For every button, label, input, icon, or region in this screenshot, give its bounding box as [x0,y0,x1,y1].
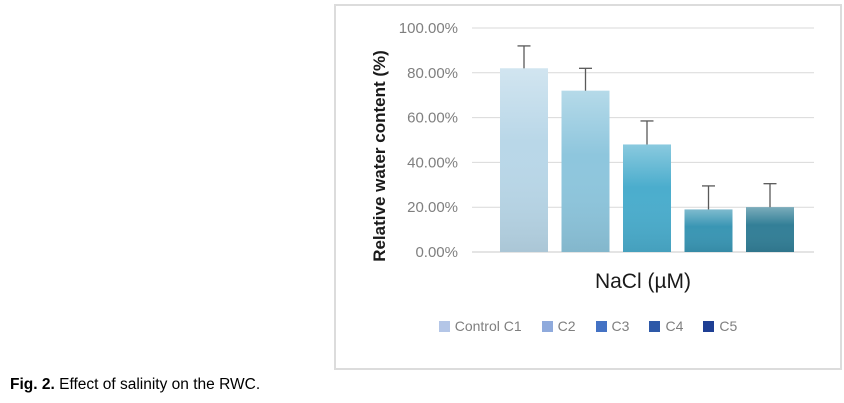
chart-frame: 0.00% 20.00% 40.00% 60.00% 80.00% 100.00% Rel… [334,4,842,370]
x-axis-title: NaCl (µM) [594,270,692,293]
legend-item-control-c1: Control C1 [438,318,522,334]
bar-shade-c3 [623,144,671,252]
bar-shade-control-c1 [500,68,548,252]
y-tick-label: 60.00% [407,110,458,127]
chart-legend: Control C1 C2 C3 C4 C5 [336,318,840,334]
figure-caption: Fig. 2. Effect of salinity on the RWC. [10,376,260,394]
bar-chart: 0.00% 20.00% 40.00% 60.00% 80.00% 100.00% [399,20,814,261]
figure-caption-label: Fig. 2. [10,376,55,393]
legend-label-c4: C4 [665,318,684,334]
bar-shade-c5 [746,207,794,252]
legend-marker-c4 [649,320,661,332]
y-tick-label: 0.00% [415,244,458,261]
legend-label-c5: C5 [719,318,738,334]
bar-shade-c4 [684,209,733,252]
y-axis-title: Relative water content (%) [370,50,389,262]
legend-item-c2: C2 [541,318,576,334]
legend-item-c5: C5 [703,318,737,334]
y-tick-label: 80.00% [407,65,458,82]
legend-marker-c2 [541,320,553,332]
y-tick-label: 40.00% [407,154,458,171]
legend-marker-c3 [595,320,607,332]
legend-label-c2: C2 [557,318,576,334]
legend-label-c3: C3 [611,318,630,334]
bar-shade-c2 [561,90,610,252]
legend-marker-control-c1 [438,320,450,332]
y-tick-label: 20.00% [407,199,458,216]
y-tick-label: 100.00% [399,20,458,37]
legend-item-c4: C4 [649,318,683,334]
legend-label-control-c1: Control C1 [454,318,522,334]
figure-caption-text: Effect of salinity on the RWC. [54,376,261,393]
legend-marker-c5 [703,320,715,332]
legend-item-c3: C3 [595,318,630,334]
